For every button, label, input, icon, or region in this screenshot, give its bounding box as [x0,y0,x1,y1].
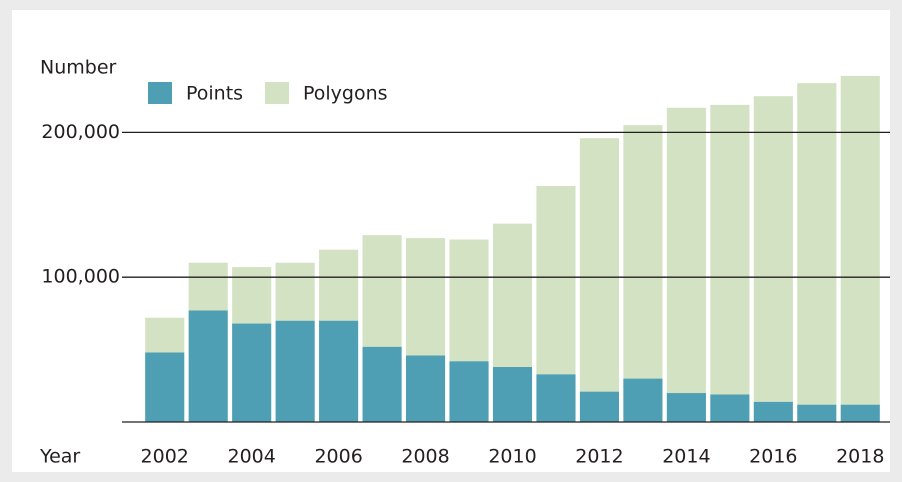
bar-segment [405,355,446,422]
y-axis-label: Number [40,57,117,79]
bar-segment [232,323,272,422]
bar-segment [753,401,793,422]
legend-swatch [265,82,289,104]
bar-segment [319,320,359,422]
bar-segment [797,83,837,405]
bar-segment [710,394,750,422]
bar-segment [232,267,272,324]
x-tick-label: 2004 [227,446,275,468]
x-axis-label: Year [39,446,80,468]
bar-segment [623,378,663,422]
bar-segment [275,320,315,422]
x-tick-label: 2006 [314,446,362,468]
x-tick-label: 2012 [575,446,623,468]
y-tick-label: 200,000 [41,121,120,143]
bar-segment [449,361,489,422]
bar-segment [536,185,576,375]
y-tick-label: 100,000 [41,266,120,288]
bar-segment [840,75,880,405]
bar-segment [666,393,706,422]
bar-segment [145,352,185,422]
bar-segment [362,346,402,422]
bar-segment [188,310,228,422]
bar-segment [840,404,880,422]
bar-segment [275,262,315,321]
bar-segment [319,249,359,321]
bar-segment [362,235,402,347]
x-tick-label: 2002 [141,446,189,468]
x-tick-label: 2008 [401,446,449,468]
bar-segment [536,374,576,422]
x-tick-label: 2014 [662,446,710,468]
bar-segment [579,391,620,422]
bar-segment [753,96,793,402]
x-tick-label: 2016 [749,446,797,468]
legend-swatch [148,82,172,104]
bar-segment [579,138,620,392]
bar-segment [492,223,533,367]
bar-segment [492,366,533,422]
bar-segment [710,104,750,395]
x-tick-label: 2010 [488,446,536,468]
bar-segment [145,317,185,353]
bar-segment [623,125,663,379]
bar-segment [405,238,446,356]
x-tick-label: 2018 [836,446,884,468]
bar-segment [188,262,228,311]
legend-label: Polygons [303,83,388,105]
legend-label: Points [186,83,243,105]
bar-segment [449,239,489,362]
bar-segment [797,404,837,422]
bar-segment [666,107,706,394]
